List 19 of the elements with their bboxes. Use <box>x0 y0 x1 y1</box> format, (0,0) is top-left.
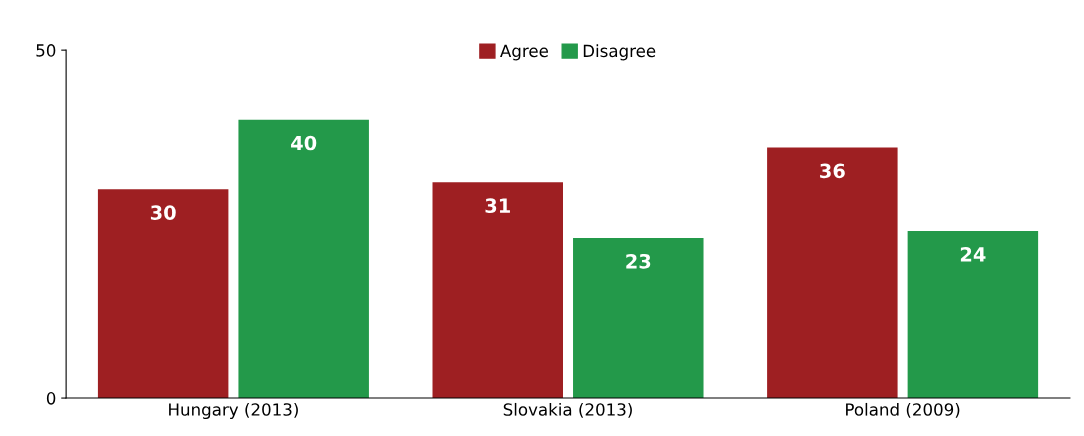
bar <box>432 182 563 399</box>
y-tick-label: 0 <box>46 392 56 405</box>
y-tick-label: 50 <box>36 44 56 57</box>
bar <box>907 231 1039 399</box>
legend-label: Disagree <box>583 44 656 61</box>
data-label: 36 <box>820 163 845 179</box>
data-label: 23 <box>626 253 651 269</box>
legend-label: Agree <box>500 44 548 61</box>
x-tick-label: Hungary (2013) <box>169 402 298 420</box>
x-tick-label: Poland (2009) <box>846 402 960 418</box>
bar <box>573 238 704 399</box>
data-label: 30 <box>150 205 176 220</box>
bar <box>238 119 369 399</box>
bar <box>767 147 898 399</box>
data-label: 40 <box>291 135 317 151</box>
data-label: 24 <box>960 247 986 262</box>
bar <box>97 189 229 399</box>
x-tick-label: Slovakia (2013) <box>503 402 632 418</box>
data-label: 31 <box>485 198 510 213</box>
